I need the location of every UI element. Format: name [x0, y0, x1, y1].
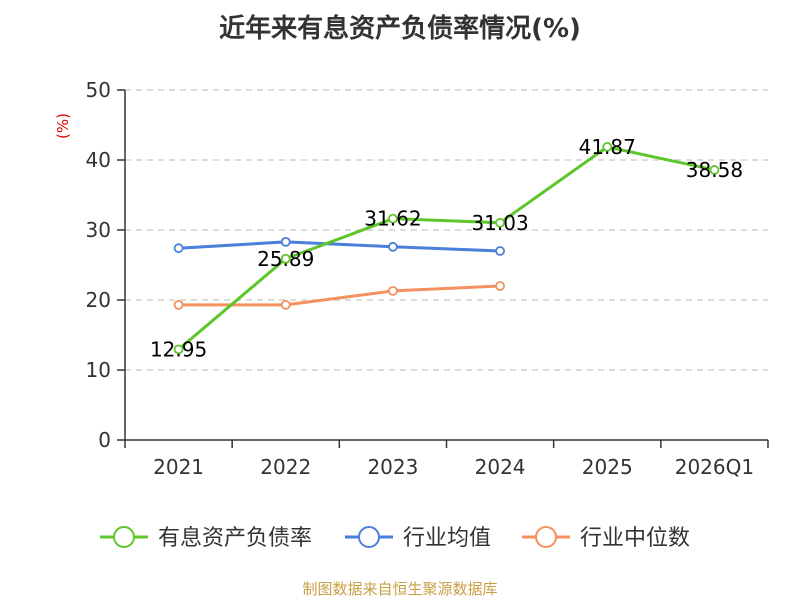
y-tick-label-0: 0	[98, 428, 111, 452]
x-tick-label-0: 2021	[153, 455, 204, 479]
y-tick-label-4: 40	[86, 148, 111, 172]
series-0-point-1	[280, 253, 291, 264]
data-label-3: 31.03	[471, 211, 528, 235]
chart-title: 近年来有息资产负债率情况(%)	[219, 14, 581, 44]
series-0-point-4	[602, 142, 613, 152]
series-1-point-3	[495, 246, 505, 256]
series-1-point-1	[280, 236, 291, 247]
series-lines	[173, 142, 720, 355]
series-0-point-3	[495, 217, 505, 228]
series-0-point-2	[388, 213, 398, 224]
series-0-point-5	[709, 165, 720, 175]
data-label-5: 38.58	[686, 158, 743, 182]
data-label-0: 12.95	[150, 337, 207, 361]
series-1-point-2	[388, 241, 398, 252]
x-tick-label-2: 2023	[367, 455, 418, 479]
legend-label-1: 行业均值	[403, 526, 491, 551]
axes: 0 10 20 30 40 50 2021 2022 2023 2024 2025 2026Q1	[86, 78, 769, 479]
grid-lines	[125, 89, 768, 371]
data-label-1: 25.89	[257, 247, 314, 271]
source-note: 制图数据来自恒生聚源数据库	[302, 580, 498, 598]
x-tick-label-3: 2024	[475, 455, 526, 479]
data-label-2: 31.62	[364, 207, 421, 231]
legend: 有息资产负债率 行业均值 行业中位数	[100, 526, 690, 551]
series-1-point-0	[173, 243, 184, 254]
legend-label-0: 有息资产负债率	[158, 526, 312, 551]
series-line-1	[178, 240, 501, 253]
y-tick-label-5: 50	[86, 78, 111, 102]
legend-label-2: 行业中位数	[580, 526, 690, 551]
series-2-point-2	[388, 285, 398, 296]
x-tick-label-5: 2026Q1	[675, 455, 754, 479]
y-tick-label-1: 10	[86, 358, 111, 382]
series-line-0	[177, 145, 715, 351]
y-tick-label-3: 30	[86, 218, 111, 242]
data-label-4: 41.87	[579, 135, 636, 159]
x-tick-label-4: 2025	[582, 455, 633, 479]
data-labels: 12.95 25.89 31.62 31.03 41.87 38.58	[150, 135, 743, 361]
legend-marker-2	[535, 526, 557, 548]
series-0-point-0	[173, 344, 184, 355]
series-2-point-3	[495, 281, 505, 291]
x-tick-label-1: 2022	[260, 455, 311, 479]
legend-marker-1	[358, 526, 380, 548]
series-2-point-1	[280, 299, 291, 310]
y-axis-unit-label: (%)	[54, 113, 72, 139]
y-tick-label-2: 20	[86, 288, 111, 312]
series-2-point-0	[173, 299, 184, 310]
series-line-2	[178, 284, 501, 307]
legend-marker-0	[113, 526, 135, 548]
